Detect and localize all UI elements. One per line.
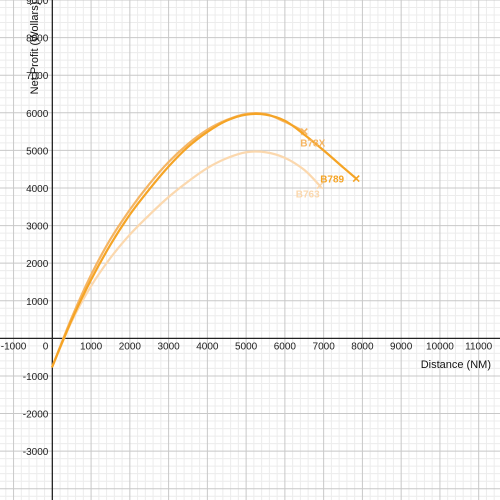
x-tick-label: 11000 xyxy=(465,341,493,352)
series-line-b763 xyxy=(51,150,321,368)
x-tick-label: 7000 xyxy=(313,341,336,352)
x-tick-label: 1000 xyxy=(80,341,103,352)
series-lines xyxy=(51,111,360,368)
y-tick-label: 1000 xyxy=(26,297,49,308)
end-marker-stroke xyxy=(352,175,360,183)
y-tick-label: 5000 xyxy=(26,146,49,157)
series-label-b789: B789 xyxy=(320,175,344,186)
series-label-b763: B763 xyxy=(296,190,320,201)
y-tick-label: 3000 xyxy=(26,222,49,233)
series-end-marker-b789 xyxy=(352,175,360,183)
x-tick-label: 10000 xyxy=(426,341,454,352)
y-tick-label: -3000 xyxy=(23,447,49,458)
x-tick-label: 8000 xyxy=(351,341,374,352)
y-tick-label: 9000 xyxy=(26,0,49,7)
y-tick-label: 7000 xyxy=(26,71,49,82)
tick-labels: -1000 1000 2000 3000 4000 5000 6000 7000 8000 900… xyxy=(1,0,493,458)
x-tick-label: 5000 xyxy=(235,341,258,352)
x-axis-label: Distance (NM) xyxy=(421,359,491,371)
series-labels: B789 B78X B763 xyxy=(296,139,345,201)
x-tick-label: 3000 xyxy=(157,341,180,352)
series-line-b78x xyxy=(51,111,306,368)
y-tick-label: 4000 xyxy=(26,184,49,195)
origin-tick-label: 0 xyxy=(43,341,49,352)
y-tick-label: 6000 xyxy=(26,109,49,120)
y-tick-label: 8000 xyxy=(26,34,49,45)
x-tick-label: 9000 xyxy=(390,341,413,352)
series-label-b78x: B78X xyxy=(300,139,325,150)
series-line-b789 xyxy=(51,112,358,368)
y-tick-label: -2000 xyxy=(23,410,49,421)
x-tick-label: 2000 xyxy=(119,341,142,352)
x-tick-label: -1000 xyxy=(1,341,27,352)
end-marker-stroke xyxy=(316,182,324,190)
y-tick-label: -1000 xyxy=(23,372,49,383)
y-axis-label: Net Profit (Wollars) xyxy=(29,2,41,95)
series-end-marker-b763 xyxy=(316,182,324,190)
y-tick-label: 2000 xyxy=(26,259,49,270)
x-tick-label: 6000 xyxy=(274,341,297,352)
x-tick-label: 4000 xyxy=(196,341,219,352)
